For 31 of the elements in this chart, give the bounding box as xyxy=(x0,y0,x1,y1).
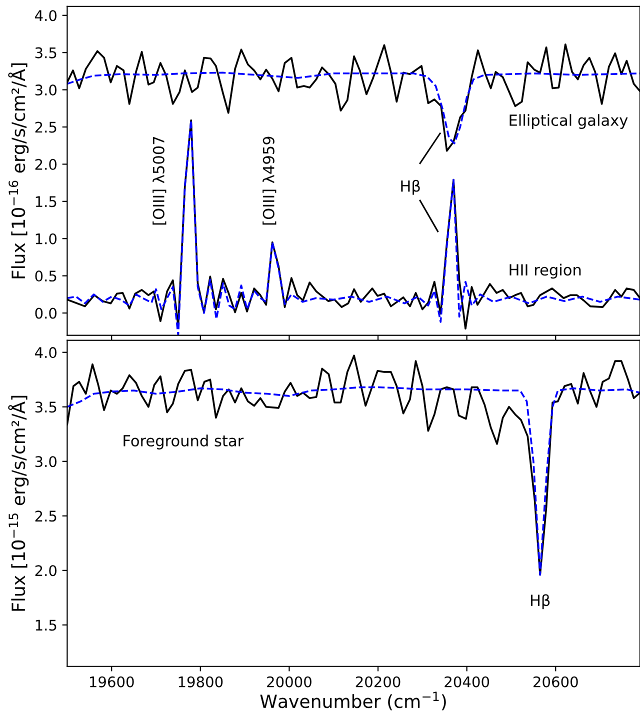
x-tick-label: 20000 xyxy=(267,676,312,688)
y-tick-label: 1.0 xyxy=(36,233,57,244)
annotation: Hβ xyxy=(530,594,550,610)
y-tick-label: 2.0 xyxy=(35,158,57,170)
annotation: [OIII] λ5007 xyxy=(152,136,166,225)
y-tick-label: 1.5 xyxy=(36,620,56,631)
x-axis-title: Wavenumber (cm$^{−1}$) xyxy=(260,692,446,710)
y-tick-label: 3.5 xyxy=(35,47,56,58)
annotation: Hβ xyxy=(401,180,420,195)
y-tick-label: 0.0 xyxy=(35,308,57,319)
x-tick-label: 20600 xyxy=(534,676,578,688)
annotation: [OIII] λ4959 xyxy=(262,136,276,225)
y-tick-label: 4.0 xyxy=(35,10,57,22)
x-tick-label: 20400 xyxy=(444,676,490,688)
y-tick-label: 3.0 xyxy=(35,84,57,96)
y-axis-title: Flux [10$^{−15}$ erg/s/cm²/Å] xyxy=(8,396,29,611)
y-tick-label: 3.0 xyxy=(35,456,57,468)
y-tick-label: 1.5 xyxy=(36,196,56,208)
annotation: HII region xyxy=(510,264,581,279)
annotation: Elliptical galaxy xyxy=(510,114,628,129)
y-tick-label: 4.0 xyxy=(35,347,57,358)
x-tick-label: 19600 xyxy=(90,676,134,688)
y-tick-label: 2.0 xyxy=(35,565,57,576)
y-tick-label: 2.5 xyxy=(35,510,56,522)
y-tick-label: 2.5 xyxy=(35,122,56,133)
y-tick-label: 3.5 xyxy=(35,402,56,413)
x-tick-label: 20200 xyxy=(356,676,400,688)
annotation: Foreground star xyxy=(124,434,244,450)
x-tick-label: 19800 xyxy=(178,676,223,688)
y-axis-title: Flux [10$^{−16}$ erg/s/cm²/Å] xyxy=(8,63,29,278)
y-tick-label: 0.5 xyxy=(35,270,56,282)
